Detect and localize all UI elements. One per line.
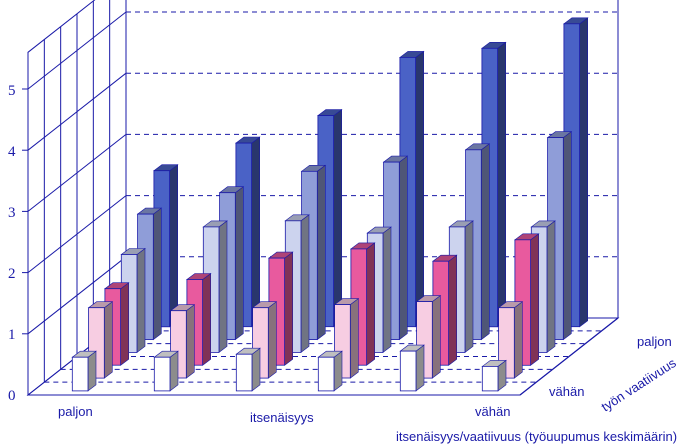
x-tick-paljon: paljon	[58, 404, 93, 419]
y-tick-4: 4	[8, 144, 16, 160]
bar	[71, 350, 97, 392]
depth-tick-vahan: vähän	[549, 384, 584, 399]
axis-labels: 0 1 2 3 4 5 paljon itsenäisyys vähän väh…	[8, 83, 679, 444]
bar-side	[284, 251, 294, 366]
bar-side	[104, 301, 113, 379]
bar-side	[169, 164, 178, 328]
bar-side	[431, 295, 441, 379]
bar-side	[300, 214, 310, 353]
bar-side	[382, 226, 392, 353]
bar-side	[415, 50, 425, 328]
gridline-left	[27, 256, 127, 335]
bar-front	[399, 350, 417, 392]
bar-side	[562, 131, 572, 341]
x-axis-name: itsenäisyys	[250, 410, 314, 425]
bar-side	[202, 272, 211, 366]
y-tick-0: 0	[8, 388, 16, 404]
bar-side	[333, 108, 343, 328]
bar	[399, 344, 425, 392]
bar-side	[579, 17, 589, 328]
bar-side	[546, 220, 556, 353]
bar-side	[136, 247, 146, 353]
bar-side	[513, 301, 523, 379]
bar	[153, 350, 179, 392]
x-tick-vahan: vähän	[475, 404, 510, 419]
bar-side	[415, 344, 425, 392]
bar-side	[480, 143, 490, 341]
gridline-left	[27, 11, 127, 90]
depth-axis-line	[519, 317, 619, 396]
bar-side	[251, 347, 261, 392]
bar-side	[169, 350, 179, 392]
bar-side	[235, 186, 244, 341]
bar-side	[316, 164, 326, 341]
depth-axis-name: työn vaatiivuus	[598, 355, 679, 415]
bar-front	[481, 365, 499, 392]
bar-side	[186, 304, 195, 379]
bar-front	[317, 356, 335, 392]
bar-side	[349, 298, 359, 379]
gridline-left	[27, 72, 127, 151]
bar-front	[71, 356, 89, 392]
bar-side	[120, 282, 129, 366]
bar-layer	[71, 17, 589, 392]
bar-side	[530, 233, 540, 366]
chart-caption: itsenäisyys/vaatiivuus (työuupumus keski…	[396, 429, 677, 444]
gridline-left	[27, 195, 127, 273]
bar-side	[153, 207, 162, 341]
bar-side	[497, 41, 507, 328]
bar	[317, 350, 343, 392]
bar	[546, 131, 573, 341]
bar-side	[398, 155, 408, 341]
y-tick-2: 2	[8, 266, 16, 282]
bar	[349, 242, 376, 366]
bar-side	[448, 254, 458, 366]
depth-tick-paljon: paljon	[637, 334, 672, 349]
bar-front	[153, 356, 171, 392]
bar-side	[366, 242, 376, 366]
bar-side	[251, 136, 261, 328]
y-tick-5: 5	[8, 83, 16, 99]
gridline-left	[27, 134, 127, 212]
bar	[235, 347, 261, 392]
bar-side	[333, 350, 343, 392]
bar	[185, 272, 212, 366]
y-tick-1: 1	[8, 327, 16, 343]
bar-side	[218, 220, 228, 353]
bar	[481, 359, 507, 392]
bar-side	[87, 350, 97, 392]
y-tick-3: 3	[8, 205, 16, 221]
bar	[415, 295, 442, 379]
bar-front	[235, 353, 253, 392]
bar-side	[267, 301, 277, 379]
bar-side	[464, 220, 474, 353]
